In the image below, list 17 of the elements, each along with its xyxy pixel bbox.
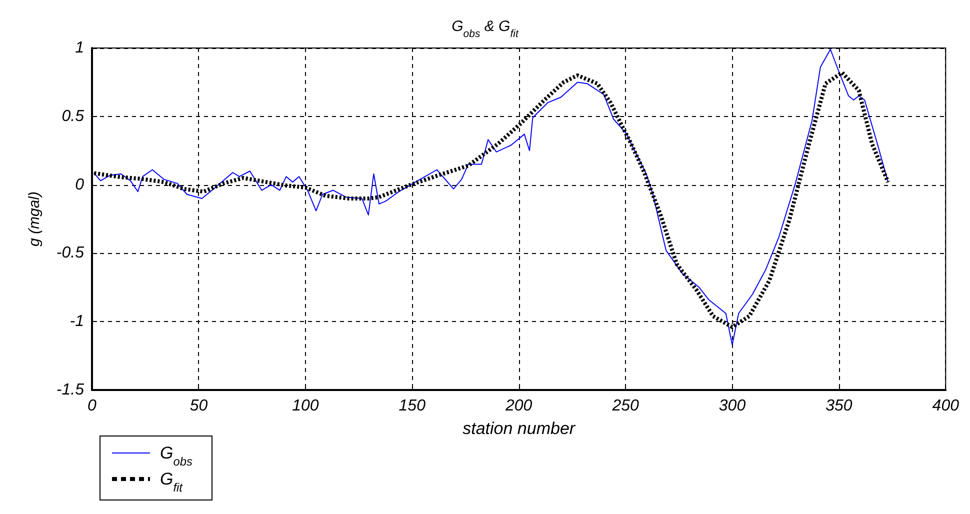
- x-tick-label: 350: [826, 398, 852, 414]
- y-tick-label: 1: [75, 40, 84, 56]
- x-tick-label: 400: [932, 398, 960, 414]
- y-tick-label: -1: [70, 313, 84, 330]
- y-tick-label: 0.5: [62, 108, 84, 125]
- x-tick-label: 200: [504, 398, 532, 414]
- x-axis-title: station number: [462, 419, 576, 438]
- x-tick-label: 150: [398, 398, 426, 414]
- y-tick-label: -1.5: [56, 382, 84, 398]
- y-axis-title: g (mgal): [26, 191, 43, 247]
- x-tick-label: 50: [190, 398, 208, 414]
- x-tick-label: 300: [718, 398, 746, 414]
- x-tick-label: 100: [292, 398, 319, 414]
- x-tick-label: 0: [88, 398, 97, 414]
- x-tick-label: 250: [611, 398, 639, 414]
- y-tick-label: 0: [75, 176, 84, 194]
- y-tick-label: -0.5: [56, 244, 84, 262]
